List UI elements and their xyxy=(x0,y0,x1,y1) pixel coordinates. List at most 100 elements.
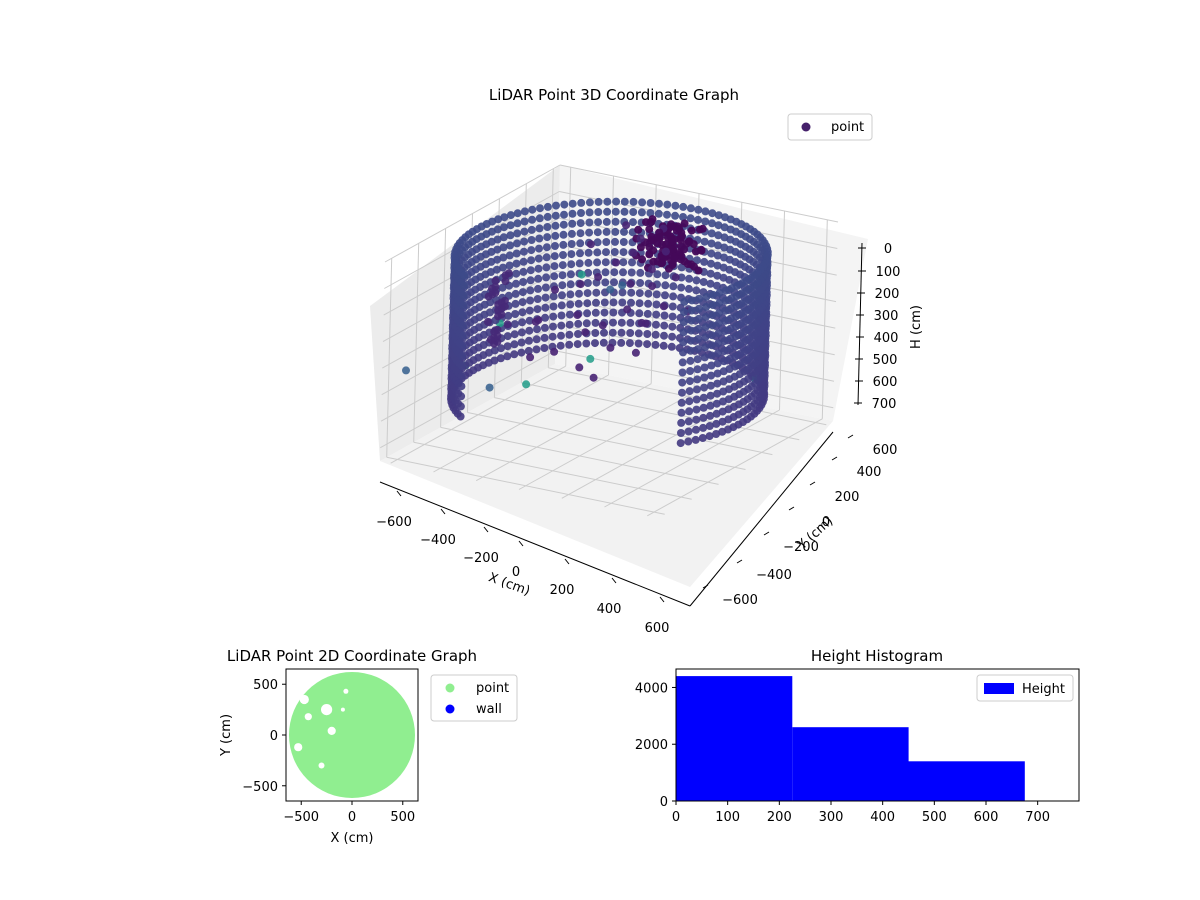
point-3d-wall xyxy=(506,221,515,230)
scatter-2d-void xyxy=(340,707,345,712)
point-3d-wall xyxy=(592,288,601,297)
point-3d-wall xyxy=(686,346,695,355)
point-3d-wall xyxy=(719,397,727,406)
point-3d-wall xyxy=(567,240,576,248)
point-3d-clutter xyxy=(622,221,631,230)
point-3d-wall xyxy=(565,330,574,339)
point-3d-wall xyxy=(671,201,680,210)
point-3d-wall xyxy=(668,322,677,331)
point-3d-wall xyxy=(619,258,628,267)
point-3d-cluster xyxy=(484,317,492,326)
legend-histogram-swatch xyxy=(984,683,1014,694)
point-3d-wall xyxy=(609,298,618,307)
point-3d-wall xyxy=(498,283,507,292)
point-3d-wall xyxy=(618,298,627,307)
point-3d-wall xyxy=(583,289,592,298)
grid-left-y xyxy=(413,243,420,443)
point-3d-wall xyxy=(699,423,708,432)
point-3d-wall xyxy=(535,234,544,243)
x-tick-label-hist: 600 xyxy=(974,810,999,825)
grid-left-y xyxy=(386,258,393,458)
point-3d-wall xyxy=(638,198,647,207)
point-3d-wall xyxy=(503,342,512,351)
point-3d-wall xyxy=(626,318,635,327)
point-3d-wall xyxy=(558,271,567,280)
point-3d-wall xyxy=(678,368,687,377)
point-3d-wall xyxy=(585,208,594,217)
point-3d-wall xyxy=(543,212,552,221)
point-3d-wall xyxy=(582,319,591,328)
point-3d-wall xyxy=(594,218,603,227)
point-3d-wall xyxy=(517,338,526,347)
point-3d-wall xyxy=(566,280,575,289)
point-3d-wall xyxy=(592,298,600,307)
point-3d-wall xyxy=(601,268,610,277)
point-3d-wall xyxy=(679,338,688,347)
point-3d-wall xyxy=(720,347,729,356)
x-tick-mark xyxy=(611,577,617,584)
point-3d-wall xyxy=(706,401,715,410)
point-3d-wall xyxy=(513,209,522,218)
y-tick-label-2d: −500 xyxy=(242,780,278,795)
y-axis-line xyxy=(689,431,834,607)
point-3d-cluster xyxy=(687,260,696,269)
legend-3d-box xyxy=(787,113,873,141)
point-3d-wall xyxy=(575,259,584,268)
point-3d-clutter xyxy=(550,347,559,356)
point-3d-wall xyxy=(707,239,716,248)
point-3d-wall xyxy=(637,208,646,217)
point-3d-wall xyxy=(643,330,652,338)
point-3d-wall xyxy=(701,343,710,352)
point-3d-wall xyxy=(583,279,592,287)
point-3d-wall xyxy=(550,272,559,281)
point-3d-wall xyxy=(532,345,541,354)
x-tick-label-hist: 700 xyxy=(1025,810,1050,825)
point-3d-wall xyxy=(719,367,728,376)
point-3d-wall xyxy=(499,243,508,252)
point-3d-wall xyxy=(591,308,600,317)
point-3d-wall xyxy=(543,202,552,211)
chart-2d-xlabel: X (cm) xyxy=(331,831,374,846)
point-3d-wall xyxy=(699,278,708,286)
point-3d-cluster xyxy=(491,276,500,285)
point-3d-wall xyxy=(513,229,522,238)
point-3d-wall xyxy=(456,402,465,411)
point-3d-wall xyxy=(559,220,568,229)
x-tick-label: −200 xyxy=(463,551,499,566)
point-3d-wall xyxy=(628,258,636,267)
point-3d-cluster xyxy=(672,226,681,235)
point-3d-wall xyxy=(566,290,575,299)
point-3d-wall xyxy=(700,237,709,246)
point-3d-wall xyxy=(506,231,515,240)
point-cloud-3d xyxy=(402,197,772,448)
y-tick-mark xyxy=(702,584,709,589)
point-3d-wall xyxy=(527,256,536,265)
point-3d-wall xyxy=(567,229,576,238)
point-3d-wall xyxy=(512,269,521,278)
chart-2d-ylabel: Y (cm) xyxy=(219,714,234,757)
point-3d-wall xyxy=(617,318,626,327)
x-tick-label: 0 xyxy=(512,565,520,580)
point-3d-wall xyxy=(619,248,628,257)
point-3d-cluster xyxy=(668,245,677,254)
point-3d-wall xyxy=(542,253,551,262)
x-tick-label-hist: 300 xyxy=(819,810,844,825)
point-3d-wall xyxy=(686,356,695,365)
point-3d-wall xyxy=(557,301,566,310)
x-tick-label: 400 xyxy=(597,602,622,617)
histogram-frame xyxy=(675,668,1080,802)
point-3d-wall xyxy=(684,427,693,436)
point-3d-wall xyxy=(457,372,466,381)
point-3d-wall xyxy=(620,207,629,216)
point-3d-cluster xyxy=(649,246,658,255)
point-3d-wall xyxy=(519,278,528,286)
point-3d-wall xyxy=(692,415,701,424)
point-3d-wall xyxy=(713,359,722,368)
point-3d-wall xyxy=(542,263,551,272)
point-3d-wall xyxy=(713,251,722,260)
point-3d-wall xyxy=(644,299,653,308)
grid-floor-y xyxy=(440,426,719,485)
point-3d-wall xyxy=(660,321,669,330)
z-axis-line xyxy=(857,242,863,406)
y-tick-mark xyxy=(831,456,838,461)
